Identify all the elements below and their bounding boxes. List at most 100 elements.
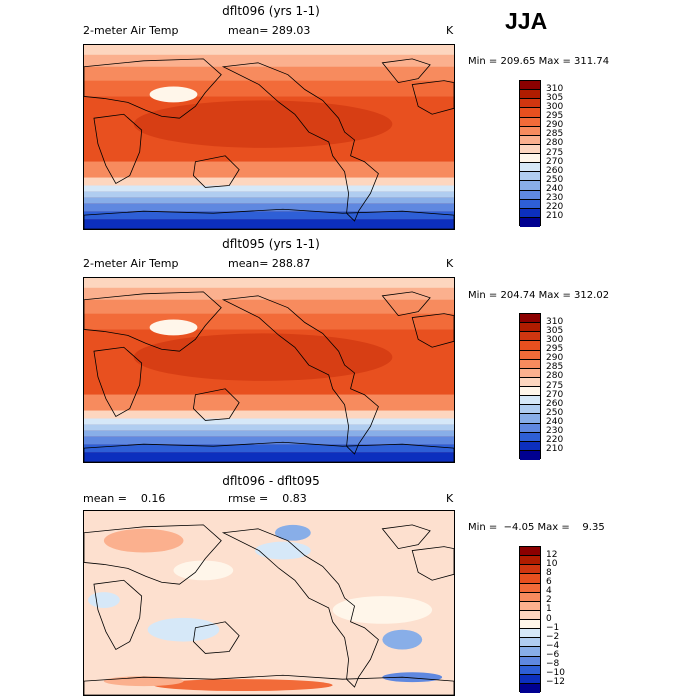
colorbar-tick-label: 250 xyxy=(546,407,564,418)
panel-2-title: dflt095 (yrs 1-1) xyxy=(222,237,320,251)
panel-1-unit-label: K xyxy=(446,24,454,37)
season-title: JJA xyxy=(505,8,548,34)
colorbar-tick-label: −12 xyxy=(546,677,565,688)
colorbar-tick-label: 305 xyxy=(546,92,564,103)
colorbar-tick-label: −8 xyxy=(546,659,560,670)
temperature-band xyxy=(84,452,454,462)
colorbar-swatch xyxy=(520,405,540,415)
coastline xyxy=(84,441,454,462)
colorbar-tick-label: 285 xyxy=(546,362,564,373)
colorbar-swatch xyxy=(520,314,540,324)
colorbar-swatch xyxy=(520,414,540,424)
colorbar-tick-label: 295 xyxy=(546,111,564,121)
anomaly-patch xyxy=(103,528,184,553)
panel-1-map xyxy=(83,44,455,230)
temperature-band xyxy=(84,444,454,453)
coastline xyxy=(84,58,222,119)
colorbar-tick-label: 220 xyxy=(546,435,564,446)
colorbar-tick-label: 310 xyxy=(546,83,564,94)
temperature-band xyxy=(84,203,454,212)
colorbar-tick-label: 290 xyxy=(546,120,564,131)
anomaly-patch xyxy=(153,679,333,692)
colorbar-swatch xyxy=(520,90,540,100)
colorbar-tick-label: 260 xyxy=(546,165,564,176)
anomaly-patch xyxy=(382,672,443,683)
colorbar-tick-label: 10 xyxy=(546,558,558,569)
colorbar-tick-label: 270 xyxy=(546,389,564,400)
temperature-band xyxy=(84,45,454,55)
colorbar-tick-label: −10 xyxy=(546,668,565,679)
plateau-cold-spot xyxy=(149,319,198,336)
anomaly-patch xyxy=(255,541,311,560)
colorbar-swatch xyxy=(520,638,540,648)
colorbar-tick-label: 4 xyxy=(546,586,552,597)
colorbar-swatch xyxy=(520,190,540,200)
temperature-band xyxy=(84,287,454,300)
colorbar-tick-label: 0 xyxy=(546,613,552,624)
colorbar-swatch xyxy=(520,674,540,684)
colorbar-tick-label: 1 xyxy=(546,604,552,615)
coastline xyxy=(93,346,143,418)
colorbar-tick-label: 295 xyxy=(546,344,564,354)
coastline xyxy=(221,528,379,688)
temperature-band xyxy=(84,185,454,192)
coastline xyxy=(221,295,379,455)
panel-3-colorbar xyxy=(519,546,541,693)
coastline xyxy=(192,155,240,188)
coastline xyxy=(381,291,431,317)
colorbar-swatch xyxy=(520,135,540,145)
panel-2-mean-label: mean= 288.87 xyxy=(228,257,311,270)
colorbar-swatch xyxy=(520,450,540,460)
coastline xyxy=(381,58,431,84)
panel-3-mean-label: mean = 0.16 xyxy=(83,492,166,505)
colorbar-swatch xyxy=(520,432,540,442)
colorbar-swatch xyxy=(520,423,540,433)
colorbar-tick-label: 230 xyxy=(546,426,564,437)
colorbar-tick-label: 6 xyxy=(546,577,552,587)
colorbar-swatch xyxy=(520,620,540,630)
colorbar-swatch xyxy=(520,574,540,584)
temperature-band xyxy=(84,177,454,186)
panel-3-rmse-label: rmse = 0.83 xyxy=(228,492,307,505)
coastline xyxy=(93,113,143,185)
colorbar-swatch xyxy=(520,441,540,451)
colorbar-swatch xyxy=(520,332,540,342)
colorbar-tick-label: 260 xyxy=(546,398,564,409)
anomaly-patch xyxy=(274,524,311,541)
panel-2-unit-label: K xyxy=(446,257,454,270)
colorbar-tick-label: 300 xyxy=(546,334,564,345)
colorbar-swatch xyxy=(520,601,540,611)
temperature-band xyxy=(84,436,454,445)
colorbar-swatch xyxy=(520,665,540,675)
temperature-band xyxy=(84,54,454,67)
colorbar-swatch xyxy=(520,350,540,360)
temperature-band xyxy=(84,80,454,97)
colorbar-tick-label: 275 xyxy=(546,380,564,391)
plateau-cold-spot xyxy=(149,86,198,103)
panel-1-colorbar xyxy=(519,80,541,227)
warm-pool xyxy=(133,333,393,381)
colorbar-swatch xyxy=(520,172,540,182)
coastline xyxy=(84,524,222,585)
colorbar-tick-label: 280 xyxy=(546,371,564,382)
anomaly-patch xyxy=(147,617,220,642)
coastline xyxy=(93,579,143,651)
temperature-band xyxy=(84,313,454,330)
panel-2-variable-label: 2-meter Air Temp xyxy=(83,257,179,270)
temperature-band xyxy=(84,394,454,411)
colorbar-tick-label: 210 xyxy=(546,211,564,222)
anomaly-patch xyxy=(332,596,433,624)
colorbar-swatch xyxy=(520,117,540,127)
colorbar-tick-label: 270 xyxy=(546,156,564,167)
colorbar-tick-label: 12 xyxy=(546,549,558,560)
coastline xyxy=(84,291,222,352)
colorbar-swatch xyxy=(520,99,540,109)
panel-1-title: dflt096 (yrs 1-1) xyxy=(222,4,320,18)
panel-1-minmax: Min = 209.65 Max = 311.74 xyxy=(468,56,610,67)
panel-1-mean-label: mean= 289.03 xyxy=(228,24,311,37)
colorbar-swatch xyxy=(520,126,540,136)
colorbar-swatch xyxy=(520,359,540,369)
colorbar-swatch xyxy=(520,323,540,333)
temperature-band xyxy=(84,430,454,437)
colorbar-tick-label: 285 xyxy=(546,129,564,140)
